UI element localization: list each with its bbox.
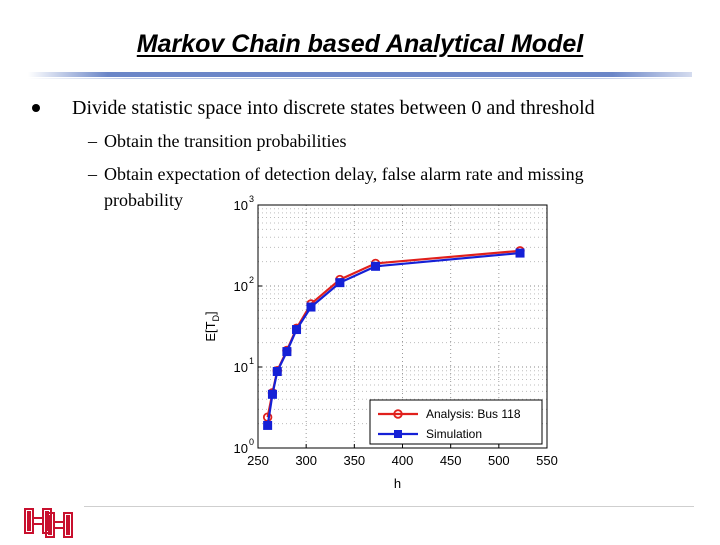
y-tick-label: 10 bbox=[234, 441, 248, 456]
legend-marker-analysis bbox=[393, 409, 403, 419]
title-divider-thin bbox=[28, 78, 692, 79]
data-point-simulation bbox=[335, 278, 345, 288]
sub-bullet-transition: Obtain the transition probabilities bbox=[104, 131, 347, 151]
footer-divider bbox=[84, 506, 694, 507]
slide-title: Markov Chain based Analytical Model bbox=[136, 30, 584, 58]
title-divider bbox=[28, 72, 692, 77]
legend-marker-simulation bbox=[394, 430, 402, 438]
sub-bullet-expectation: Obtain expectation of detection delay, f… bbox=[104, 164, 584, 184]
data-point-simulation bbox=[292, 325, 302, 335]
y-tick-label: 10 bbox=[234, 279, 248, 294]
data-point-simulation bbox=[515, 248, 525, 258]
data-point-simulation bbox=[263, 420, 273, 430]
y-tick-label: 10 bbox=[234, 360, 248, 375]
x-tick-label: 400 bbox=[392, 453, 414, 468]
y-tick-label: 10 bbox=[234, 198, 248, 213]
legend-label: Simulation bbox=[426, 427, 482, 441]
data-point-simulation bbox=[371, 261, 381, 271]
data-point-simulation bbox=[306, 302, 316, 312]
sub-bullet-dash: – bbox=[88, 164, 97, 184]
x-tick-label: 450 bbox=[440, 453, 462, 468]
x-tick-label: 300 bbox=[295, 453, 317, 468]
legend-label: Analysis: Bus 118 bbox=[426, 407, 521, 421]
y-tick-exponent: 3 bbox=[249, 194, 254, 204]
x-tick-label: 350 bbox=[343, 453, 365, 468]
series-line-analysis bbox=[266, 249, 521, 418]
sub-bullet-dash: – bbox=[88, 131, 97, 151]
x-axis-label: h bbox=[394, 476, 401, 491]
main-bullet-text: Divide statistic space into discrete sta… bbox=[72, 97, 595, 119]
data-point-simulation bbox=[267, 389, 277, 399]
data-point-simulation bbox=[282, 347, 292, 357]
sub-bullet-expectation-cont: probability bbox=[104, 190, 183, 210]
university-logo bbox=[22, 505, 74, 540]
y-axis-label: E[TD] bbox=[203, 311, 221, 341]
detection-delay-chart: 250 300 350 400 450 500 550 10 0 10 1 10 2 10 3 h E[TD] A… bbox=[195, 185, 585, 495]
x-tick-label: 500 bbox=[488, 453, 510, 468]
data-point-simulation bbox=[272, 366, 282, 376]
x-tick-label: 250 bbox=[247, 453, 269, 468]
bullet-dot bbox=[32, 104, 40, 112]
y-tick-exponent: 0 bbox=[249, 437, 254, 447]
y-tick-exponent: 1 bbox=[249, 356, 254, 366]
x-tick-label: 550 bbox=[536, 453, 558, 468]
y-tick-exponent: 2 bbox=[249, 275, 254, 285]
